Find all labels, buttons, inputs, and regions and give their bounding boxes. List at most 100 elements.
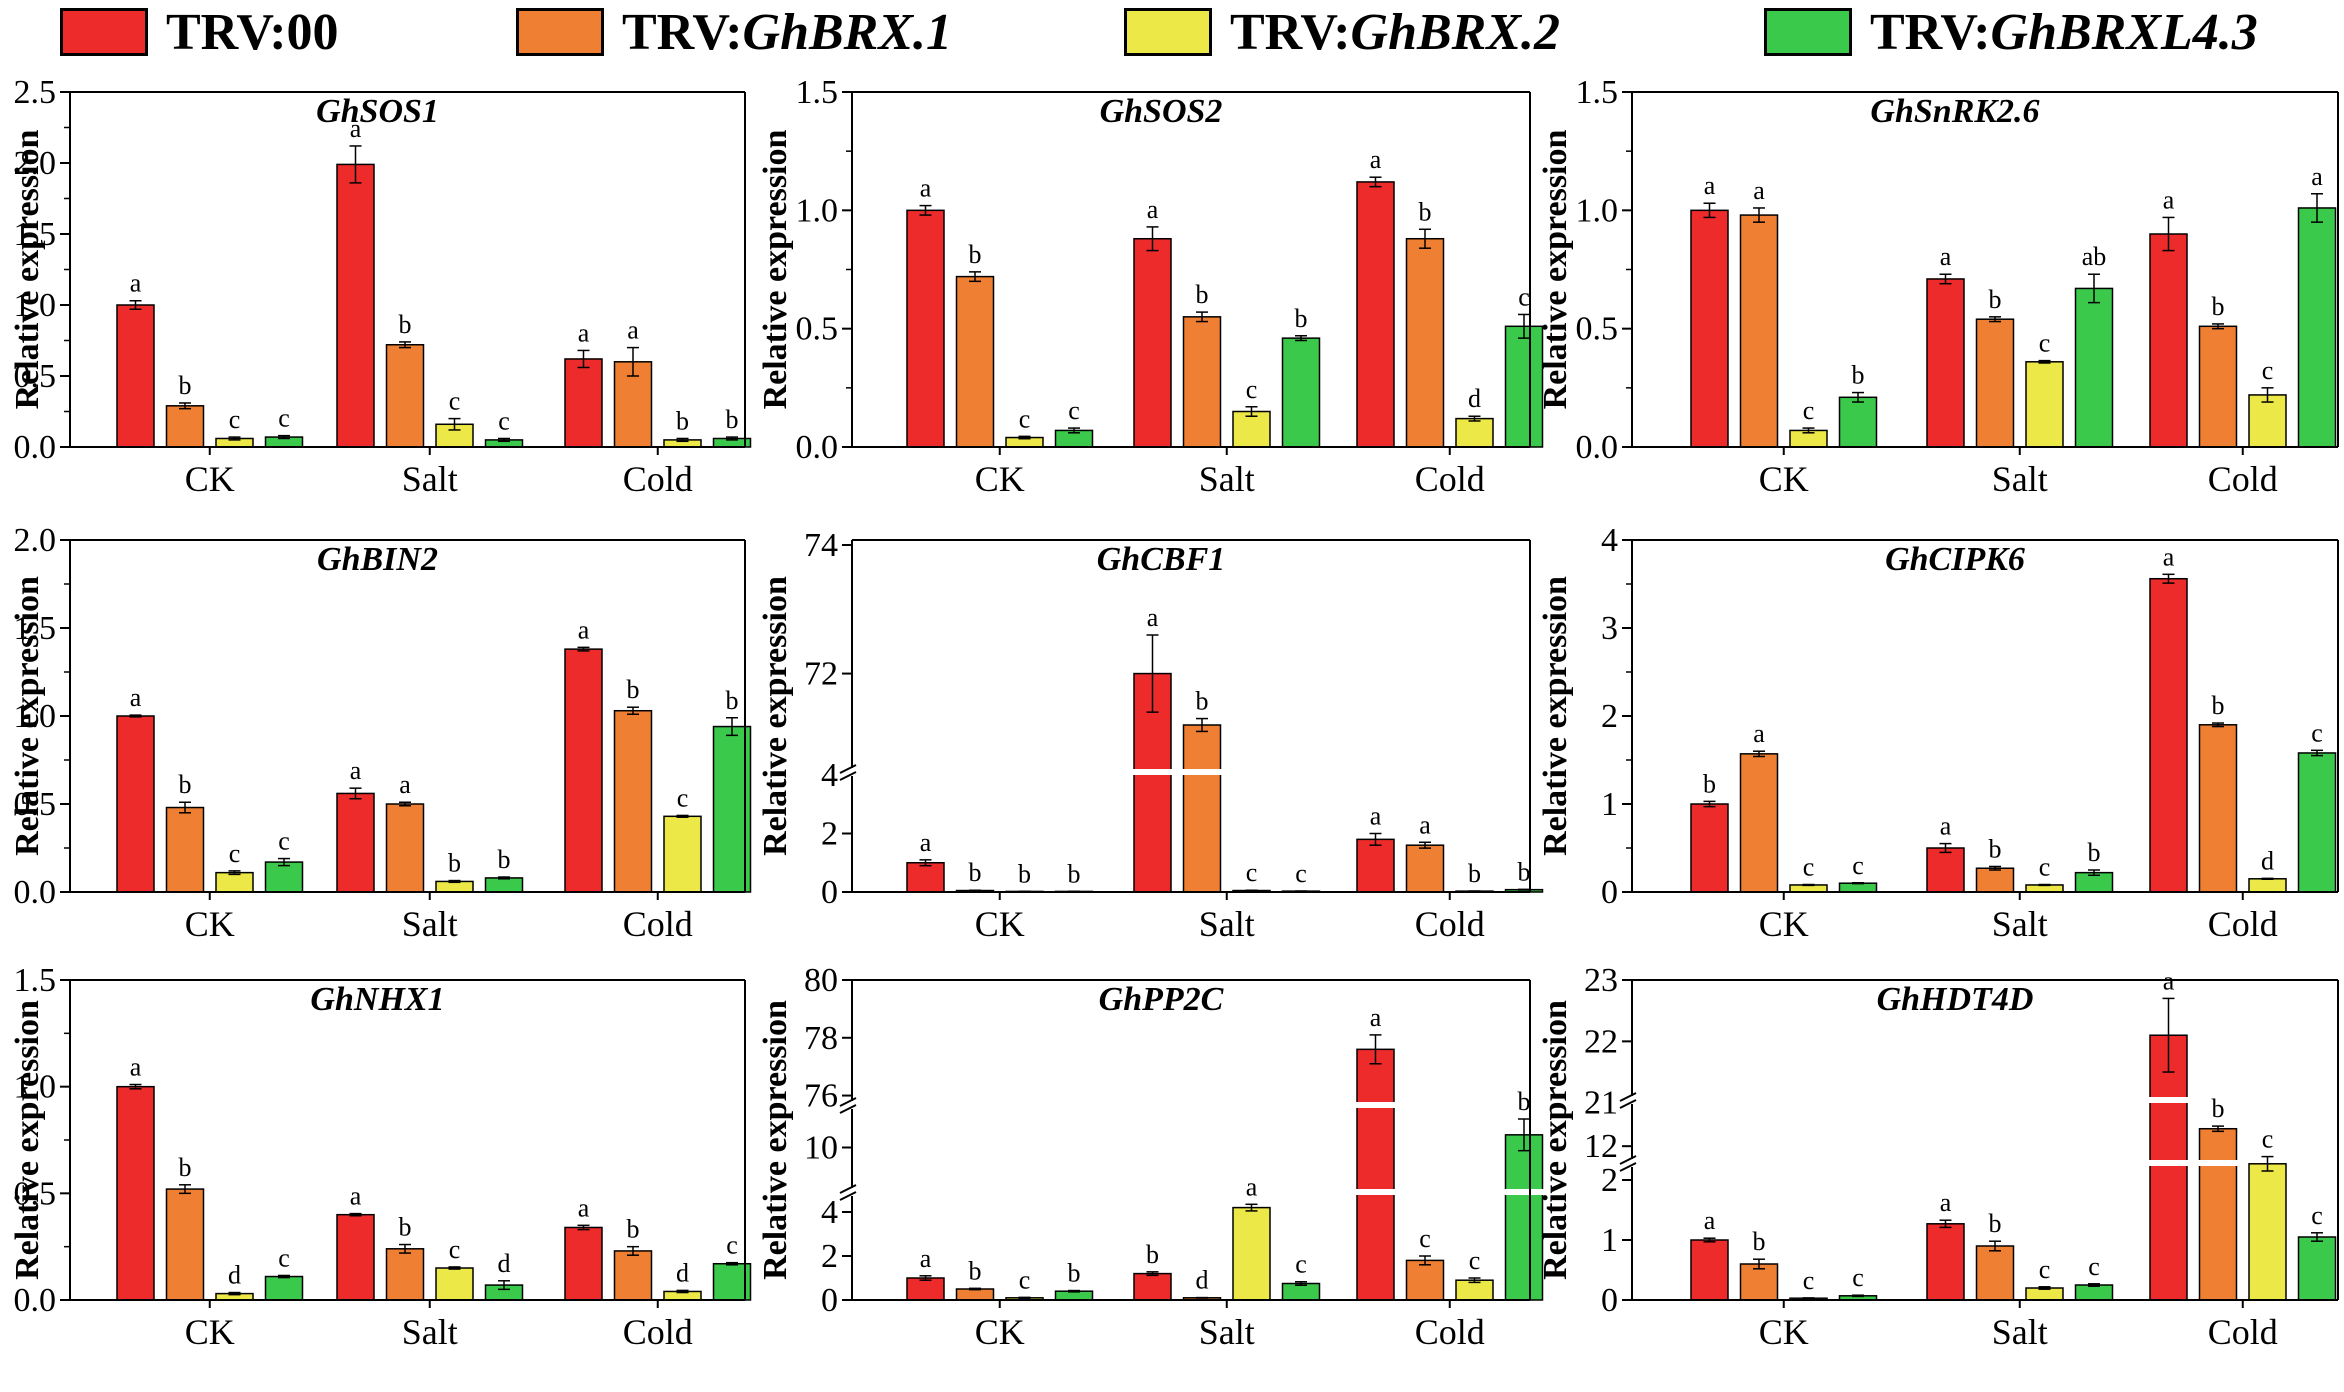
significance-letter: b	[1068, 859, 1081, 888]
significance-letter: c	[1419, 1224, 1431, 1253]
significance-letter: c	[1019, 404, 1031, 433]
bar	[613, 709, 653, 893]
significance-letter: a	[130, 269, 142, 298]
bar	[435, 1267, 474, 1301]
bar	[336, 1213, 375, 1301]
significance-letter: b	[2212, 691, 2225, 720]
chart-title: GhHDT4D	[1877, 981, 2034, 1018]
significance-letter: b	[726, 686, 739, 715]
significance-letter: d	[1196, 1266, 1209, 1295]
x-tick-label: Cold	[1415, 459, 1485, 499]
y-tick-label: 80	[804, 962, 838, 999]
significance-letter: a	[350, 1182, 362, 1211]
significance-letter: a	[1753, 719, 1765, 748]
significance-letter: a	[627, 316, 639, 345]
significance-letter: b	[1989, 834, 2002, 863]
significance-letter: c	[2311, 718, 2323, 747]
legend-swatch	[1124, 8, 1212, 56]
significance-letter: a	[920, 1244, 932, 1273]
x-tick-label: Cold	[1415, 904, 1485, 944]
x-tick-label: Salt	[1199, 1312, 1255, 1352]
significance-letter: c	[2088, 1252, 2100, 1281]
chart-title: GhSOS2	[1100, 93, 1223, 130]
bar	[2248, 878, 2287, 893]
significance-letter: a	[1419, 810, 1431, 839]
bar	[336, 792, 375, 893]
bar	[1926, 278, 1965, 448]
y-tick-label: 23	[1584, 962, 1618, 999]
chart-panel-ghnhx1: a a a b b b d c d c d c 0.0 0.5 1.0 1.5 CK Salt Cold GhNHX1…	[9, 962, 752, 1352]
significance-letter: c	[1852, 851, 1864, 880]
y-tick-label: 2.0	[14, 145, 57, 182]
y-tick-label: 0.0	[796, 429, 839, 466]
significance-letter: b	[627, 675, 640, 704]
y-tick-label: 1.5	[796, 74, 839, 111]
x-tick-label: Cold	[2208, 1312, 2278, 1352]
bar	[2248, 1163, 2287, 1301]
y-tick-label: 1.0	[796, 192, 839, 229]
bar	[2149, 233, 2188, 448]
bar	[2074, 1284, 2114, 1301]
bar	[955, 275, 995, 448]
bar	[1405, 1259, 1445, 1301]
chart-panel-ghcbf1: a a a b b a b c b b c b 0 2 4 72 74 CK Salt Cold GhCBF1 Relat…	[757, 527, 1544, 944]
significance-letter: c	[2262, 356, 2274, 385]
bar	[165, 806, 205, 893]
y-tick-label: 78	[804, 1020, 838, 1057]
y-axis-label: Relative expression	[757, 576, 794, 856]
significance-letter: a	[350, 756, 362, 785]
bar	[2248, 394, 2287, 448]
y-tick-label: 3	[1601, 610, 1618, 647]
significance-letter: b	[627, 1215, 640, 1244]
bar	[385, 1248, 425, 1301]
y-axis-label: Relative expression	[1537, 129, 1574, 409]
significance-letter: a	[1370, 802, 1382, 831]
bar	[906, 1277, 945, 1301]
y-tick-label: 1.5	[14, 610, 57, 647]
significance-letter: c	[1803, 853, 1815, 882]
significance-letter: d	[1468, 384, 1481, 413]
y-tick-label: 0	[821, 874, 838, 911]
y-tick-label: 0	[1601, 1282, 1618, 1319]
bar	[336, 163, 375, 448]
axis-break-gap	[1356, 1102, 1395, 1108]
bar	[2198, 325, 2238, 448]
bar	[264, 861, 304, 893]
significance-letter: a	[1940, 242, 1952, 271]
significance-letter: c	[278, 1243, 290, 1272]
significance-letter: b	[1852, 361, 1865, 390]
significance-letter: a	[578, 1193, 590, 1222]
legend-item-brx1: TRV:GhBRX.1	[516, 4, 952, 61]
y-axis-label: Relative expression	[757, 129, 794, 409]
axis-break-mark	[1619, 1162, 1637, 1172]
bar	[1133, 237, 1172, 448]
significance-letter: c	[229, 405, 241, 434]
bar	[1838, 396, 1878, 448]
x-tick-label: CK	[1759, 904, 1809, 944]
y-axis-label: Relative expression	[1537, 1000, 1574, 1280]
y-axis-label: Relative expression	[9, 129, 46, 409]
significance-letter: a	[1704, 171, 1716, 200]
bar	[564, 358, 603, 448]
significance-letter: b	[2212, 292, 2225, 321]
chart-panel-ghhdt4d: aaabbbcccccc01212212223CKSaltColdGhHDT4D…	[1537, 962, 2339, 1352]
y-tick-label: 4	[821, 1194, 838, 1231]
significance-letter: d	[2261, 846, 2274, 875]
y-tick-label: 1	[1601, 786, 1618, 823]
chart-title: GhNHX1	[310, 981, 444, 1018]
y-tick-label: 12	[1584, 1128, 1618, 1165]
x-tick-label: Cold	[623, 904, 693, 944]
y-tick-label: 2.5	[14, 74, 57, 111]
axis-break-gap	[2149, 1160, 2188, 1166]
y-tick-label: 4	[821, 757, 838, 794]
axis-break-mark	[1619, 1155, 1637, 1165]
significance-letter: b	[1196, 687, 1209, 716]
x-tick-label: Salt	[402, 459, 458, 499]
significance-letter: b	[399, 310, 412, 339]
bar	[1133, 1272, 1172, 1301]
significance-letter: b	[498, 845, 511, 874]
bar	[564, 1226, 603, 1301]
bar	[906, 209, 945, 448]
bar	[1455, 1279, 1494, 1301]
